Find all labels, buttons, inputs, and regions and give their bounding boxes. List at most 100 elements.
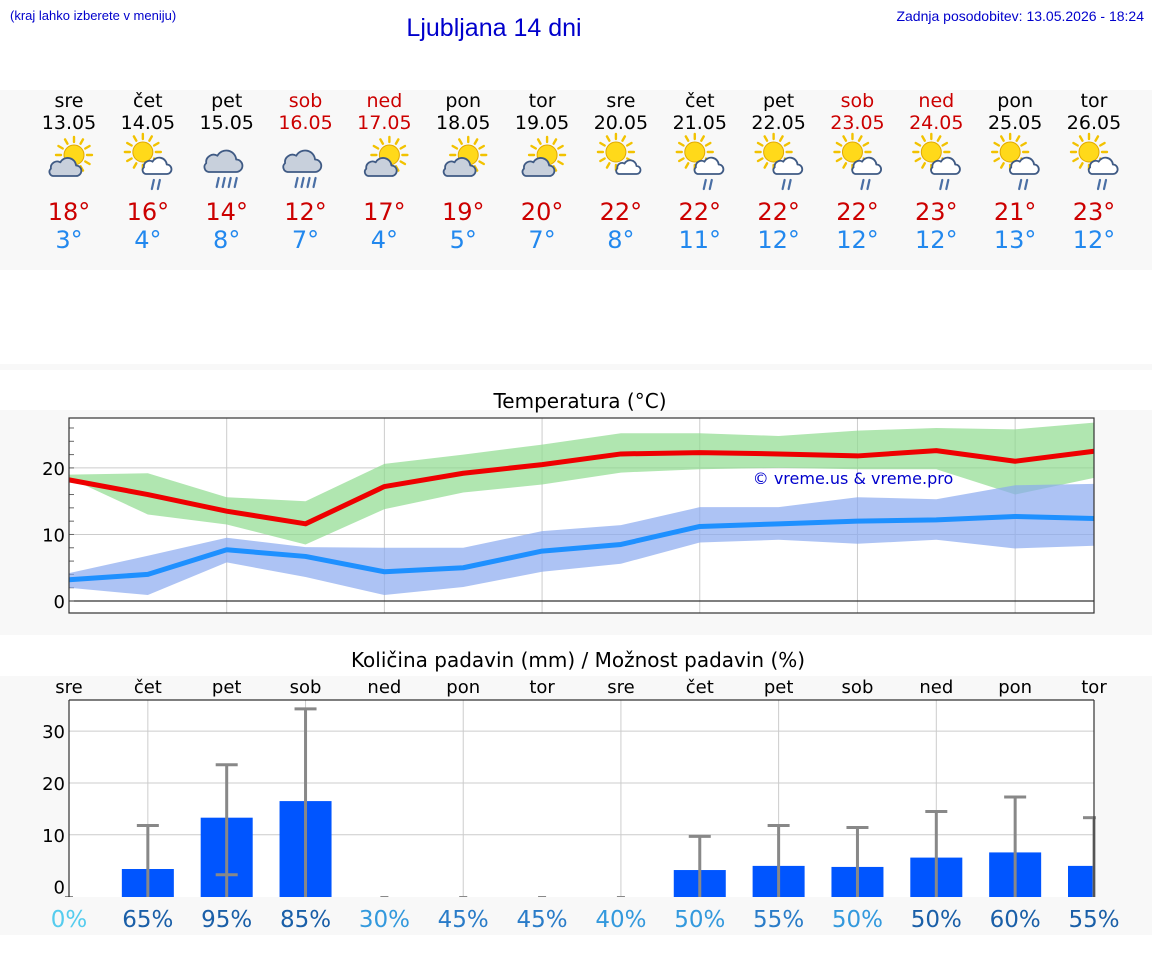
precip-probability: 45% [438, 907, 489, 933]
max-temp: 20° [521, 198, 564, 226]
rain-cloud-icon [282, 149, 323, 189]
precip-chart-title: Količina padavin (mm) / Možnost padavin … [351, 648, 805, 672]
day-date: 18.05 [436, 112, 490, 134]
min-temp: 3° [55, 226, 82, 254]
day-date: 14.05 [121, 112, 175, 134]
sun-cloud-rain-icon [1069, 132, 1119, 191]
page-title: Ljubljana 14 dni [406, 14, 582, 42]
sun-cloud-rain-icon [675, 132, 725, 191]
y-tick-label: 30 [42, 722, 65, 743]
max-temp: 12° [284, 198, 327, 226]
sun-small-cloud-icon [596, 132, 642, 175]
precip-probability: 45% [517, 907, 568, 933]
max-temp: 17° [363, 198, 406, 226]
min-temp: 4° [371, 226, 398, 254]
precip-probability: 30% [359, 907, 410, 933]
day-date: 23.05 [830, 112, 884, 134]
max-temp: 22° [757, 198, 800, 226]
menu-hint-link[interactable]: (kraj lahko izberete v meniju) [10, 8, 177, 23]
precip-probability: 50% [674, 907, 725, 933]
y-tick-label: 20 [42, 459, 65, 480]
min-temp: 8° [213, 226, 240, 254]
precip-probability: 55% [1068, 907, 1119, 933]
day-date: 22.05 [751, 112, 805, 134]
plot-frame [68, 417, 1095, 614]
x-category-label: pet [764, 677, 794, 698]
day-date: 24.05 [909, 112, 963, 134]
min-temp: 5° [450, 226, 477, 254]
day-name: čet [133, 90, 163, 112]
day-date: 17.05 [357, 112, 411, 134]
x-category-label: čet [686, 677, 714, 698]
day-name: pet [211, 90, 242, 112]
min-temp: 7° [528, 226, 555, 254]
x-category-label: tor [529, 677, 555, 698]
min-temp: 4° [134, 226, 161, 254]
precip-bar [459, 896, 468, 897]
max-temp: 21° [994, 198, 1037, 226]
max-temp: 23° [1073, 198, 1116, 226]
precip-probability: 85% [280, 907, 331, 933]
day-date: 16.05 [278, 112, 332, 134]
precipitation-chart: Količina padavin (mm) / Možnost padavin … [42, 648, 1119, 933]
precip-probability: 0% [51, 907, 88, 933]
precip-probability: 50% [832, 907, 883, 933]
min-temp-range-band [69, 483, 1094, 596]
y-tick-label: 10 [42, 826, 65, 847]
day-date: 19.05 [515, 112, 569, 134]
min-temp: 12° [915, 226, 958, 254]
min-temp: 7° [292, 226, 319, 254]
x-category-label: pon [446, 677, 480, 698]
day-name: pon [997, 90, 1033, 112]
y-tick-label: 0 [54, 592, 65, 613]
day-name: čet [685, 90, 715, 112]
day-date: 25.05 [988, 112, 1042, 134]
last-update: Zadnja posodobitev: 13.05.2026 - 18:24 [896, 8, 1144, 24]
min-temp: 8° [607, 226, 634, 254]
x-category-label: sob [842, 677, 874, 698]
day-name: tor [1081, 90, 1108, 112]
forecast-strip: sre13.0518°3°čet14.0516°4°pet15.0514°8°s… [42, 90, 1121, 254]
day-date: 26.05 [1067, 112, 1121, 134]
y-tick-label: 20 [42, 774, 65, 795]
y-tick-label: 0 [54, 878, 65, 899]
precip-bar [616, 896, 625, 897]
x-category-label: pon [998, 677, 1032, 698]
min-temp: 13° [994, 226, 1037, 254]
x-category-label: sre [55, 677, 82, 698]
sun-cloud-icon [48, 135, 94, 177]
x-category-label: čet [134, 677, 162, 698]
sun-cloud-icon [442, 135, 488, 177]
x-category-label: ned [919, 677, 953, 698]
day-name: pet [763, 90, 794, 112]
day-name: sre [606, 90, 635, 112]
section-divider [0, 364, 1152, 370]
max-temp: 23° [915, 198, 958, 226]
max-temp: 19° [442, 198, 485, 226]
rain-cloud-icon [203, 149, 244, 189]
copyright-watermark: © vreme.us & vreme.pro [753, 469, 954, 488]
sun-cloud-rain-icon [833, 132, 882, 191]
sun-cloud-icon [363, 135, 409, 177]
day-date: 15.05 [199, 112, 253, 134]
temperature-chart: Temperatura (°C) 0 10 20 © vreme.us & vreme.… [42, 389, 1095, 614]
precip-bar [380, 896, 389, 897]
precip-probability: 50% [911, 907, 962, 933]
min-temp: 12° [1073, 226, 1116, 254]
temperature-chart-title: Temperatura (°C) [492, 389, 666, 413]
day-name: sre [55, 90, 84, 112]
precip-probability: 40% [595, 907, 646, 933]
x-category-label: pet [212, 677, 242, 698]
precip-probability: 65% [122, 907, 173, 933]
precip-bar [1068, 865, 1094, 897]
max-temp: 14° [205, 198, 248, 226]
